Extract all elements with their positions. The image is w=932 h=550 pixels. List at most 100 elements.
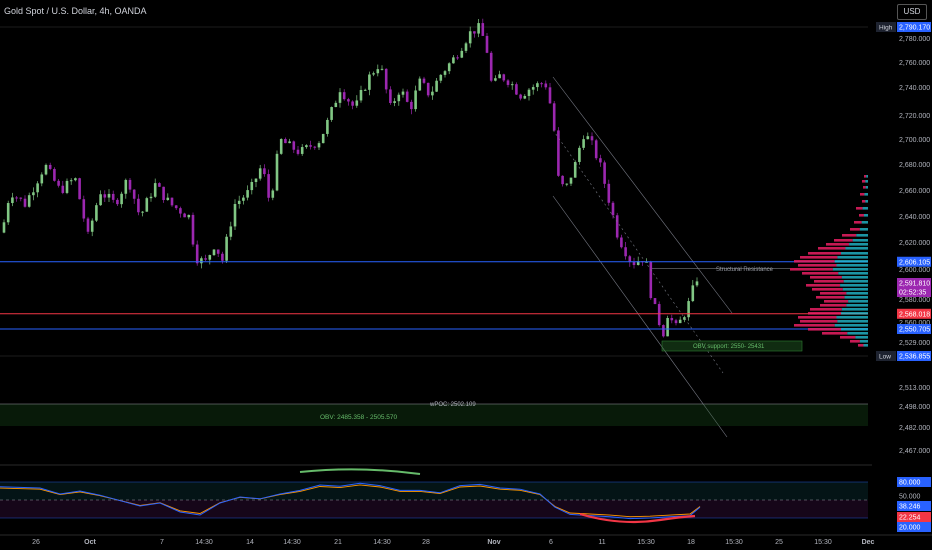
- oscillator-oversold-highlight: [579, 512, 696, 524]
- candle-body: [342, 92, 346, 100]
- volume-profile-bar: [859, 214, 864, 217]
- time-axis-label: Nov: [487, 539, 500, 546]
- candle-body: [221, 253, 224, 261]
- price-axis-tick-label: 2,498.000: [899, 404, 930, 411]
- candle-body: [519, 94, 522, 99]
- volume-profile-bar: [865, 186, 868, 189]
- price-label-level: 2,550.705: [897, 323, 931, 334]
- candles-group: [2, 18, 699, 338]
- candle-body: [615, 215, 619, 238]
- currency-button[interactable]: USD: [897, 4, 927, 20]
- volume-profile-bar: [841, 328, 868, 331]
- price-label-low: Low 2,536.855: [876, 351, 931, 361]
- candle-body: [82, 199, 86, 219]
- candle-body: [405, 91, 409, 102]
- oscillator-label-box: [897, 477, 931, 487]
- candle-body: [61, 185, 65, 193]
- volume-profile-bar: [859, 228, 868, 231]
- candle-body: [296, 149, 300, 154]
- candle-body: [397, 94, 401, 102]
- candle-body: [569, 177, 573, 184]
- volume-profile-group: [790, 175, 868, 347]
- price-label-tag: [876, 22, 896, 32]
- candle-body: [216, 249, 220, 254]
- price-axis-tick-label: 2,580.000: [899, 297, 930, 304]
- candle-body: [44, 164, 48, 175]
- candle-body: [174, 205, 178, 209]
- price-label-value: 2,568.018: [899, 311, 930, 318]
- volume-profile-bar: [862, 180, 866, 183]
- price-label-value: 2,591.810: [899, 281, 930, 288]
- volume-profile-bar: [802, 272, 839, 275]
- candle-body: [6, 203, 10, 223]
- oscillator-label-box: [897, 522, 931, 532]
- volume-profile-bar: [841, 276, 868, 279]
- price-label-box: [897, 351, 931, 361]
- volume-profile-bar: [858, 344, 864, 347]
- candle-body: [183, 213, 186, 218]
- time-axis-label: 21: [334, 539, 342, 546]
- price-label-value: 2,550.705: [899, 326, 930, 333]
- price-axis-tick-label: 2,600.000: [899, 267, 930, 274]
- volume-profile-bar: [837, 256, 868, 259]
- candle-body: [321, 133, 325, 144]
- candle-body: [166, 197, 170, 201]
- candle-body: [208, 255, 212, 260]
- candle-body: [103, 194, 107, 198]
- volume-profile-bar: [862, 200, 866, 203]
- candle-body: [683, 317, 686, 320]
- price-label-countdown: 02:52:35: [897, 287, 931, 297]
- price-axis-tick-label: 2,560.000: [899, 320, 930, 327]
- candle-body: [657, 304, 661, 326]
- candle-body: [670, 318, 674, 321]
- candle-body: [229, 226, 233, 237]
- candle-body: [48, 164, 52, 169]
- volume-profile-bar: [820, 304, 847, 307]
- oscillator-axis-label: 80.000: [899, 480, 921, 487]
- candle-body: [279, 139, 283, 154]
- candle-body: [351, 101, 354, 106]
- volume-profile-bar: [845, 247, 868, 250]
- price-axis-tick-label: 2,620.000: [899, 240, 930, 247]
- chart-title: Gold Spot / U.S. Dollar, 4h, OANDA: [4, 6, 147, 16]
- candle-body: [464, 43, 468, 51]
- candle-body: [65, 180, 69, 193]
- candle-body: [527, 89, 531, 96]
- volume-profile-bar: [861, 221, 868, 224]
- candle-body: [460, 50, 464, 58]
- candle-body: [431, 91, 434, 96]
- candle-body: [649, 261, 653, 299]
- candle-body: [628, 256, 632, 262]
- candle-body: [271, 190, 275, 198]
- time-axis-label: 18: [687, 539, 695, 546]
- candle-body: [510, 84, 514, 86]
- price-axis-tick-label: 2,760.000: [899, 60, 930, 67]
- candle-body: [111, 193, 115, 200]
- candle-body: [275, 153, 279, 191]
- candle-body: [653, 298, 657, 305]
- candle-body: [179, 208, 182, 214]
- volume-profile-bar: [800, 320, 838, 323]
- candle-body: [195, 244, 199, 264]
- candle-body: [636, 261, 640, 266]
- candle-body: [309, 145, 312, 147]
- candle-body: [422, 78, 426, 83]
- candle-body: [78, 178, 81, 200]
- candle-body: [447, 63, 451, 72]
- channel-upper-line: [552, 76, 733, 314]
- candle-body: [326, 119, 329, 134]
- time-axis-label: 14:30: [195, 539, 213, 546]
- candle-body: [662, 325, 665, 337]
- candle-body: [565, 183, 569, 185]
- volume-profile-bar: [865, 200, 868, 203]
- volume-profile-bar: [808, 252, 841, 255]
- candle-body: [561, 175, 564, 185]
- wpoc-label: wPOC: 2502.109: [429, 402, 476, 408]
- candle-body: [32, 192, 35, 196]
- candle-body: [632, 261, 636, 266]
- time-axis-label: 28: [422, 539, 430, 546]
- volume-profile-bar: [794, 260, 835, 263]
- volume-profile-bar: [864, 175, 867, 178]
- obv-support-label: OBV support: 2550- 25431: [693, 344, 765, 350]
